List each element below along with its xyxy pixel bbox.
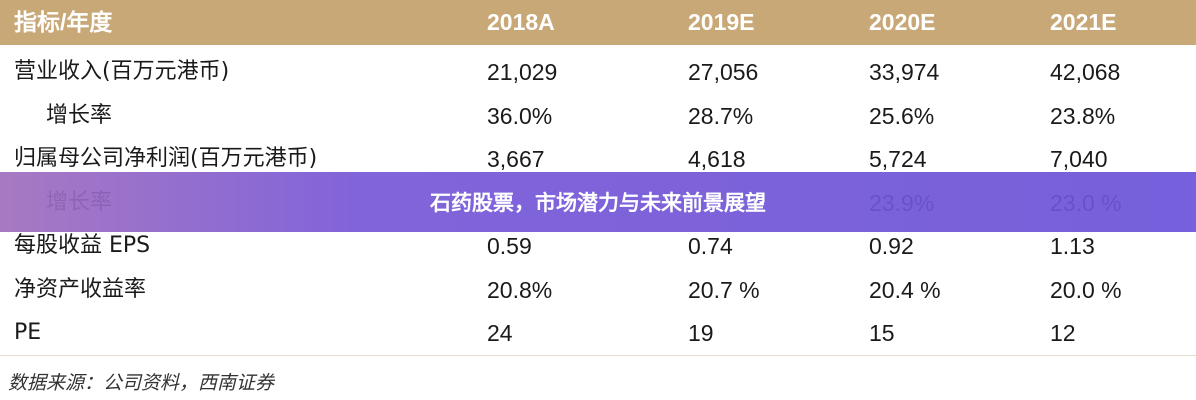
bottom-rule (0, 355, 1196, 356)
table-cell: 33,974 (869, 59, 940, 85)
column-header: 2020E (869, 9, 936, 35)
table-cell: 23.8% (1050, 102, 1116, 129)
row-label: PE (14, 320, 42, 345)
banner-title: 石药股票，市场潜力与未来前景展望 (430, 191, 766, 215)
table-cell: 4,618 (688, 146, 746, 172)
table-cell: 28.7% (688, 102, 754, 129)
column-header: 指标/年度 (14, 9, 113, 35)
banner: 石药股票，市场潜力与未来前景展望 (0, 172, 1196, 232)
table-cell: 20.4 % (869, 276, 941, 303)
column-header: 2018A (487, 9, 555, 35)
table-cell: 0.74 (688, 233, 733, 259)
table-cell: 20.0 % (1050, 276, 1122, 303)
table-cell: 3,667 (487, 146, 545, 172)
table-cell: 21,029 (487, 59, 558, 85)
table-cell: 36.0% (487, 102, 553, 129)
table-cell: 27,056 (688, 59, 759, 85)
table-cell: 5,724 (869, 146, 927, 172)
row-label: 营业收入(百万元港币) (14, 59, 230, 84)
table-cell: 42,068 (1050, 59, 1121, 85)
row-label: 增长率 (46, 102, 113, 128)
table-cell: 15 (869, 320, 895, 346)
column-header: 2019E (688, 9, 755, 35)
table-cell: 0.59 (487, 233, 532, 259)
header-row (0, 0, 1196, 45)
source-note: 数据来源：公司资料，西南证券 (8, 372, 275, 394)
row-label: 净资产收益率 (14, 276, 147, 302)
row-label: 每股收益 EPS (14, 233, 151, 258)
table-cell: 20.7 % (688, 276, 760, 303)
table-cell: 12 (1050, 320, 1076, 346)
table-cell: 24 (487, 320, 513, 346)
table-cell: 7,040 (1050, 146, 1108, 172)
table-cell: 20.8% (487, 276, 553, 303)
table-cell: 19 (688, 320, 714, 346)
table-cell: 0.92 (869, 233, 914, 259)
column-header: 2021E (1050, 9, 1117, 35)
table-cell: 1.13 (1050, 233, 1095, 259)
row-label: 归属母公司净利润(百万元港币) (14, 146, 318, 171)
table-cell: 25.6% (869, 102, 935, 129)
